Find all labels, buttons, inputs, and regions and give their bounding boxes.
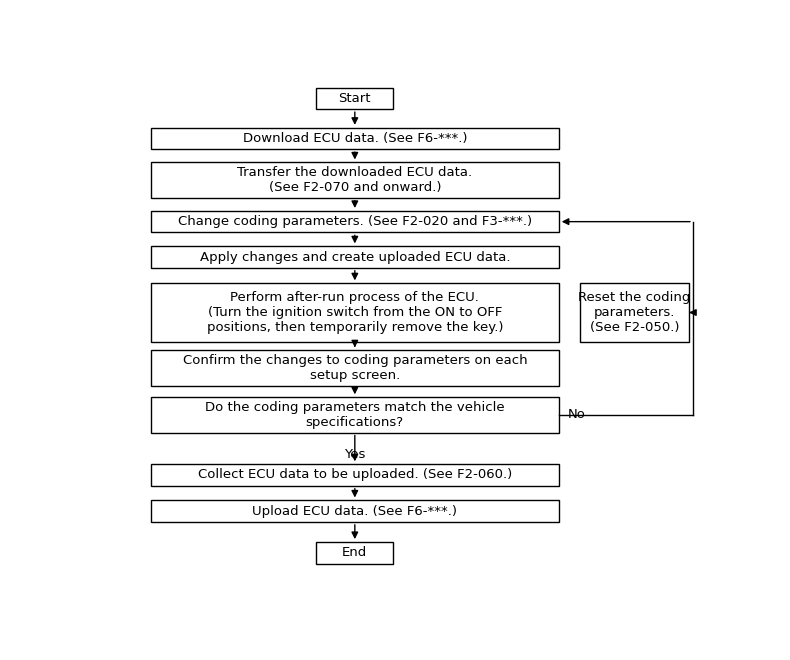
Text: No: No bbox=[568, 409, 586, 422]
Text: Perform after-run process of the ECU.
(Turn the ignition switch from the ON to O: Perform after-run process of the ECU. (T… bbox=[206, 291, 503, 334]
Bar bbox=[151, 397, 559, 433]
Bar bbox=[151, 128, 559, 149]
Bar bbox=[151, 500, 559, 522]
Bar bbox=[151, 283, 559, 342]
Text: Do the coding parameters match the vehicle
specifications?: Do the coding parameters match the vehic… bbox=[205, 401, 505, 429]
Bar bbox=[151, 211, 559, 232]
Text: Confirm the changes to coding parameters on each
setup screen.: Confirm the changes to coding parameters… bbox=[182, 354, 527, 382]
Bar bbox=[316, 542, 393, 564]
Bar bbox=[151, 162, 559, 198]
Bar bbox=[580, 283, 689, 342]
Text: Collect ECU data to be uploaded. (See F2-060.): Collect ECU data to be uploaded. (See F2… bbox=[198, 469, 512, 482]
Bar bbox=[151, 246, 559, 268]
Text: Reset the coding
parameters.
(See F2-050.): Reset the coding parameters. (See F2-050… bbox=[578, 291, 690, 334]
Text: End: End bbox=[342, 546, 367, 559]
Text: Transfer the downloaded ECU data.
(See F2-070 and onward.): Transfer the downloaded ECU data. (See F… bbox=[237, 166, 472, 194]
Text: Upload ECU data. (See F6-***.): Upload ECU data. (See F6-***.) bbox=[252, 505, 457, 517]
Bar bbox=[151, 464, 559, 486]
Text: Download ECU data. (See F6-***.): Download ECU data. (See F6-***.) bbox=[243, 132, 467, 145]
Text: Start: Start bbox=[339, 92, 371, 105]
Bar bbox=[151, 350, 559, 385]
Text: Yes: Yes bbox=[344, 448, 366, 461]
Text: Apply changes and create uploaded ECU data.: Apply changes and create uploaded ECU da… bbox=[200, 251, 510, 263]
Bar bbox=[316, 88, 393, 109]
Text: Change coding parameters. (See F2-020 and F3-***.): Change coding parameters. (See F2-020 an… bbox=[178, 215, 532, 228]
